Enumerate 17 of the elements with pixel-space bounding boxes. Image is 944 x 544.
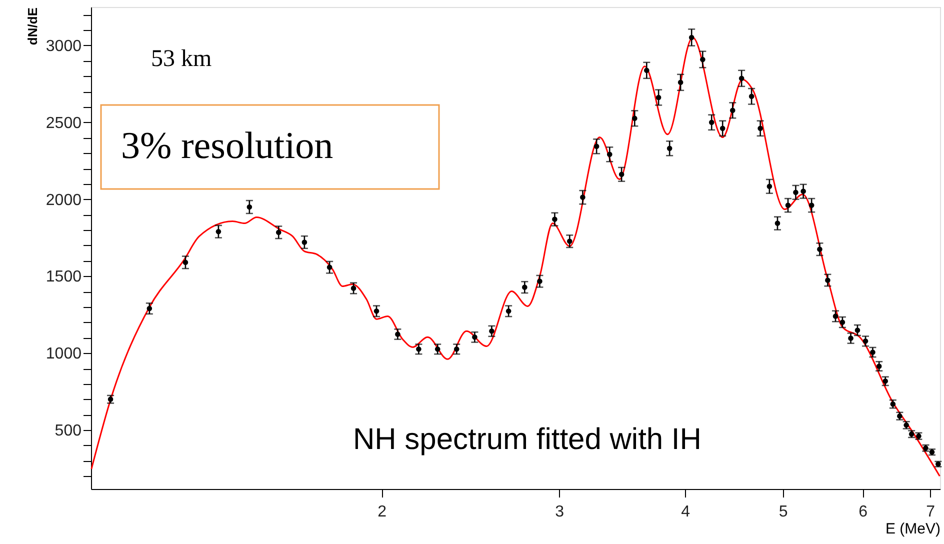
x-tick-label: 6 bbox=[858, 504, 868, 520]
y-axis-title: dN/dE bbox=[24, 7, 40, 46]
annotation: 53 km bbox=[151, 46, 212, 72]
y-tick-label: 2500 bbox=[46, 114, 82, 132]
y-tick-label: 1000 bbox=[46, 346, 82, 363]
y-tick-label: 500 bbox=[54, 422, 82, 440]
x-tick-label: 3 bbox=[555, 504, 564, 520]
annotation: 3% resolution bbox=[121, 125, 334, 167]
y-tick-label: 2000 bbox=[46, 192, 82, 209]
x-tick-label: 2 bbox=[378, 504, 387, 520]
x-tick-label: 5 bbox=[778, 504, 788, 520]
y-tick-label: 3000 bbox=[46, 38, 82, 55]
x-axis-title: E (MeV) bbox=[885, 520, 940, 538]
annotation: NH spectrum fitted with IH bbox=[353, 423, 702, 456]
y-tick-label: 1500 bbox=[46, 268, 82, 286]
x-tick-label: 7 bbox=[926, 504, 936, 520]
x-tick-label: 4 bbox=[681, 504, 690, 520]
